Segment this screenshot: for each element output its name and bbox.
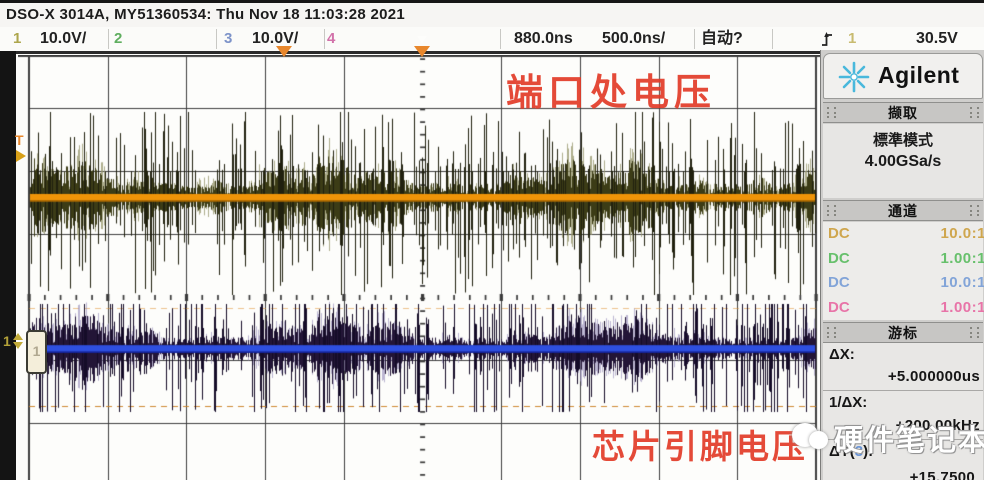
bubble-small [809,431,828,449]
hollow-triangle-outer [414,46,430,57]
sample-rate: 4.00GSa/s [864,153,942,170]
watermark: 硬件笔记本 [792,417,984,459]
status-bar: DSO-X 3014A, MY51360534: Thu Nov 18 11:0… [0,3,984,27]
model-serial-timestamp: DSO-X 3014A, MY51360534: Thu Nov 18 11:0… [6,6,406,23]
divider [823,390,983,391]
channels-section-header: 通道 [823,200,983,221]
arrow-down-icon [12,342,23,349]
annotation-port-voltage: 端口处电压 [506,72,716,113]
brand-box: Agilent [823,53,983,99]
hollow-triangle-inner [417,36,427,43]
ch1-row: DC 10.0:1 [823,222,984,247]
trigger-level: 30.5V [916,30,958,47]
ch1-scale: 10.0V/ [40,30,87,47]
brand-name: Agilent [878,62,960,88]
ch1-number: 1 [13,30,22,47]
dy-label: ΔY(3): [829,443,873,460]
left-black-margin [0,51,16,480]
grip-icon [970,205,979,216]
trigger-mode: 自动? [701,30,743,47]
dy-label-close: ): [863,443,874,460]
wechat-bubble-icon [792,421,830,455]
grip-icon [827,327,836,338]
waveform-canvas [18,55,820,480]
dy-label-open: ΔY( [829,443,855,460]
acquire-header-label: 撷取 [888,104,918,121]
dy-channel: 3 [854,443,864,460]
ch4-row: DC 1.00:1 [823,296,984,321]
ch2-row: DC 1.00:1 [823,247,984,272]
ch3-number: 3 [224,30,233,47]
ch1-coupling: DC [828,225,850,242]
dx-value: +5.000000us [887,368,980,385]
ch2-number: 2 [114,30,123,47]
trigger-level-t-marker: T [15,132,24,148]
agilent-starburst-icon [838,61,870,93]
dx-label: ΔX: [829,346,855,363]
toolbar-separator [324,29,325,49]
grip-icon [970,107,979,118]
toolbar-separator [772,29,773,49]
acquire-section-header: 撷取 [823,102,983,123]
ch1-ground-number: 1 [3,333,11,349]
channels-header-label: 通道 [888,202,918,219]
acquire-info-box: 標準模式 4.00GSa/s [823,124,983,198]
ch1-probe-ratio: 10.0:1 [940,225,984,242]
grip-icon [827,205,836,216]
toolbar: 1 10.0V/ 2 3 10.0V/ 4 880.0ns 500.0ns/ 自… [0,27,984,51]
toolbar-separator [500,29,501,49]
ch1-ground-marker: 1 [3,333,23,349]
toolbar-separator [694,29,695,49]
softkey-sidebar: Agilent 撷取 標準模式 4.00GSa/s 通道 DC 10.0:1 D… [820,50,984,480]
trigger-source: 1 [848,30,857,47]
ch2-coupling: DC [828,249,850,267]
inv-dx-label: 1/ΔX: [829,394,868,411]
ch3-scale: 10.0V/ [252,30,299,47]
grip-icon [827,107,836,118]
inv-dx-value: +200.00kHz [895,417,980,434]
trigger-level-arrow-icon [16,150,26,162]
ch4-probe-ratio: 1.00:1 [940,298,984,316]
arrow-up-icon [12,333,23,340]
dy-value: +15.7500 [909,469,975,480]
ch4-number: 4 [327,30,336,47]
top-border [0,0,984,3]
ch2-probe-ratio: 1.00:1 [940,249,984,267]
grid-top-border [0,51,820,54]
delay-reference-marker [414,36,430,57]
ch4-coupling: DC [828,298,850,316]
ch1-ground-tab: 1 [26,330,47,374]
move-arrows-icon [12,333,23,349]
cursors-header-label: 游标 [888,324,918,341]
channel-rows: DC 10.0:1 DC 1.00:1 DC 10.0:1 DC 1.00:1 [823,222,984,321]
ch3-row: DC 10.0:1 [823,271,984,296]
divider [823,439,983,440]
ch3-probe-ratio: 10.0:1 [940,274,984,291]
grip-icon [970,327,979,338]
watermark-text: 硬件笔记本 [834,425,984,457]
annotation-chip-pin-voltage: 芯片引脚电压 [592,428,808,465]
cursors-section-header: 游标 [823,322,983,343]
toolbar-separator [108,29,109,49]
acquire-mode: 標準模式 [872,132,933,149]
trigger-position-marker [276,46,292,57]
delay-readout: 880.0ns [514,30,573,47]
timebase-readout: 500.0ns/ [602,30,666,47]
ch3-coupling: DC [828,274,850,291]
toolbar-separator [216,29,217,49]
trigger-edge-icon [822,32,832,46]
cursor-readouts: ΔX: +5.000000us 1/ΔX: +200.00kHz ΔY(3): … [823,343,983,480]
